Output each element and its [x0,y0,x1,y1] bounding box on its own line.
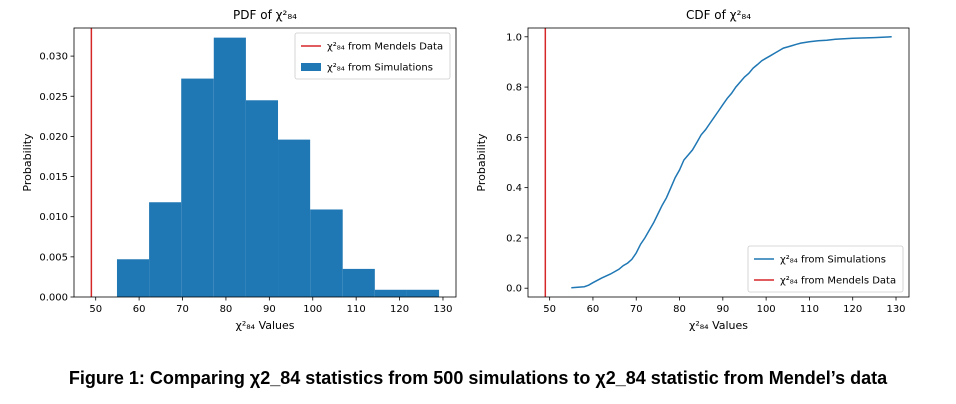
x-tick-label: 90 [263,304,276,315]
figure-caption: Figure 1: Comparing χ2_84 statistics fro… [68,368,888,388]
x-tick-label: 110 [347,304,366,315]
x-tick-label: 70 [176,304,189,315]
x-tick-label: 100 [757,304,776,315]
y-tick-label: 0.4 [506,183,522,194]
pdf-chart: 50 60 70 80 90 100 110 120 130 0.000 0.005 0.010 0.0… [21,8,457,332]
x-tick-label: 60 [587,304,600,315]
legend-swatch [301,63,321,71]
x-tick-label: 60 [133,304,146,315]
cdf-series-line [571,36,892,289]
x-tick-label: 70 [630,304,643,315]
x-tick-label: 100 [303,304,322,315]
y-tick-label: 0.8 [506,83,522,94]
histogram-bar [245,100,279,298]
cdf-chart: 50 60 70 80 90 100 110 120 130 0.0 0.2 0.4 0.6 0.8 1.0… [475,8,910,332]
y-axis-label: Probability [21,133,34,192]
x-tick-label: 50 [543,304,556,315]
x-tick-label: 130 [886,304,905,315]
y-tick-label: 0.005 [39,252,68,263]
histogram-bar [406,289,440,297]
legend-label: χ²₈₄ from Simulations [327,63,433,74]
legend-label: χ²₈₄ from Mendels Data [327,42,443,53]
y-tick-label: 0.6 [506,133,522,144]
axes-frame [527,27,910,298]
histogram-bar [116,259,150,297]
legend-label: χ²₈₄ from Mendels Data [780,276,896,287]
chart-title: PDF of χ²₈₄ [233,8,297,22]
legend-label: χ²₈₄ from Simulations [780,255,886,266]
x-tick-label: 120 [390,304,409,315]
y-tick-label: 0.000 [39,293,68,304]
histogram-bar [149,202,182,297]
x-axis-label: χ²₈₄ Values [235,319,294,332]
histogram-bar [278,139,311,297]
histogram-bar [213,37,246,297]
axes-frame [73,27,457,298]
y-tick-label: 0.0 [506,284,522,295]
histogram-bar [374,289,407,297]
x-tick-label: 90 [716,304,729,315]
x-tick-label: 130 [433,304,452,315]
histogram-bar [181,78,214,297]
y-tick-label: 0.010 [39,212,68,223]
y-axis-label: Probability [475,133,488,192]
y-tick-label: 1.0 [506,32,522,43]
x-tick-label: 50 [89,304,102,315]
legend-box [747,245,904,293]
x-tick-label: 110 [800,304,819,315]
histogram-bar [342,268,375,297]
x-tick-label: 80 [220,304,233,315]
x-tick-label: 80 [673,304,686,315]
histogram-bar [310,209,343,297]
x-tick-label: 120 [843,304,862,315]
y-tick-label: 0.030 [39,52,68,63]
y-tick-label: 0.025 [39,92,68,103]
y-tick-label: 0.015 [39,172,68,183]
y-tick-label: 0.2 [506,233,522,244]
y-tick-label: 0.020 [39,132,68,143]
x-axis-label: χ²₈₄ Values [689,319,748,332]
chart-title: CDF of χ²₈₄ [686,8,751,22]
legend-box [294,32,451,80]
